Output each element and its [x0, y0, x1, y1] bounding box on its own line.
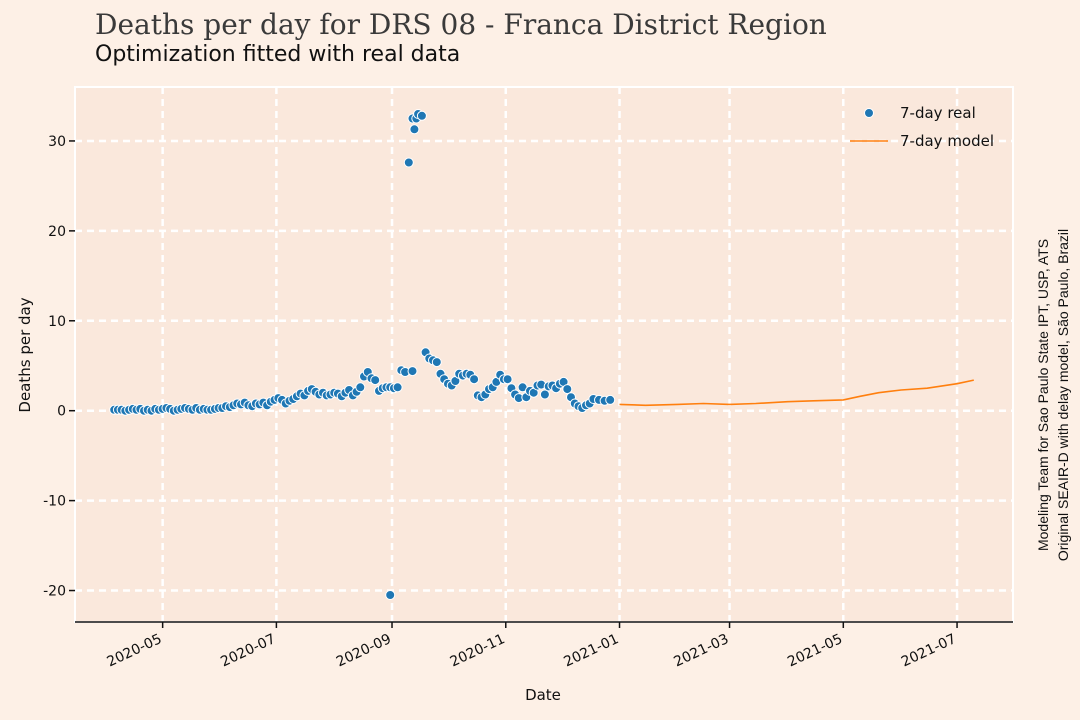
data-point — [385, 590, 396, 600]
chart-subtitle: Optimization fitted with real data — [95, 42, 460, 67]
credit-line-1: Modeling Team for Sao Paulo State IPT, U… — [1035, 239, 1051, 551]
data-point — [562, 384, 573, 395]
data-point — [392, 382, 403, 393]
y-axis: 30 20 10 0 -10 -20 — [43, 134, 75, 600]
x-tick-label: 2021-01 — [561, 631, 621, 670]
y-tick-label: 0 — [57, 404, 66, 420]
x-tick-label: 2020-07 — [218, 631, 278, 670]
legend-label-model: 7-day model — [900, 132, 994, 150]
data-point — [355, 382, 366, 393]
x-axis: 2020-05 2020-07 2020-09 2020-11 2021-01 2021-… — [105, 622, 959, 670]
y-tick-label: -10 — [43, 494, 66, 510]
data-point — [370, 375, 381, 386]
y-tick-label: 20 — [48, 224, 66, 240]
model-line — [619, 379, 974, 407]
x-tick-label: 2020-09 — [334, 631, 394, 670]
y-axis-label: Deaths per day — [16, 297, 34, 412]
legend: 7-day real 7-day model — [850, 104, 994, 150]
series-7-day-model — [619, 379, 974, 407]
data-point — [605, 394, 616, 405]
x-tick-label: 2020-05 — [105, 631, 165, 670]
data-point — [431, 357, 442, 368]
x-tick-label: 2021-07 — [899, 631, 959, 670]
data-point — [409, 124, 420, 135]
series-7-day-real — [109, 109, 616, 600]
legend-label-real: 7-day real — [900, 104, 976, 122]
data-point — [502, 374, 513, 385]
y-tick-label: 10 — [48, 314, 66, 330]
x-tick-label: 2020-11 — [448, 631, 508, 670]
legend-marker-real — [864, 108, 874, 118]
data-point — [403, 157, 414, 168]
credit-line-2: Original SEAIR-D with delay model, São P… — [1055, 229, 1071, 561]
plot-area — [74, 86, 1014, 623]
data-point — [407, 366, 418, 377]
data-point — [539, 389, 550, 400]
y-tick-label: -20 — [43, 584, 66, 600]
y-tick-label: 30 — [48, 134, 66, 150]
chart-title: Deaths per day for DRS 08 - Franca Distr… — [95, 8, 827, 41]
x-tick-label: 2021-05 — [785, 631, 845, 670]
data-point — [469, 374, 480, 385]
data-point — [416, 110, 427, 121]
x-axis-label: Date — [525, 686, 561, 704]
x-tick-label: 2021-03 — [671, 631, 731, 670]
